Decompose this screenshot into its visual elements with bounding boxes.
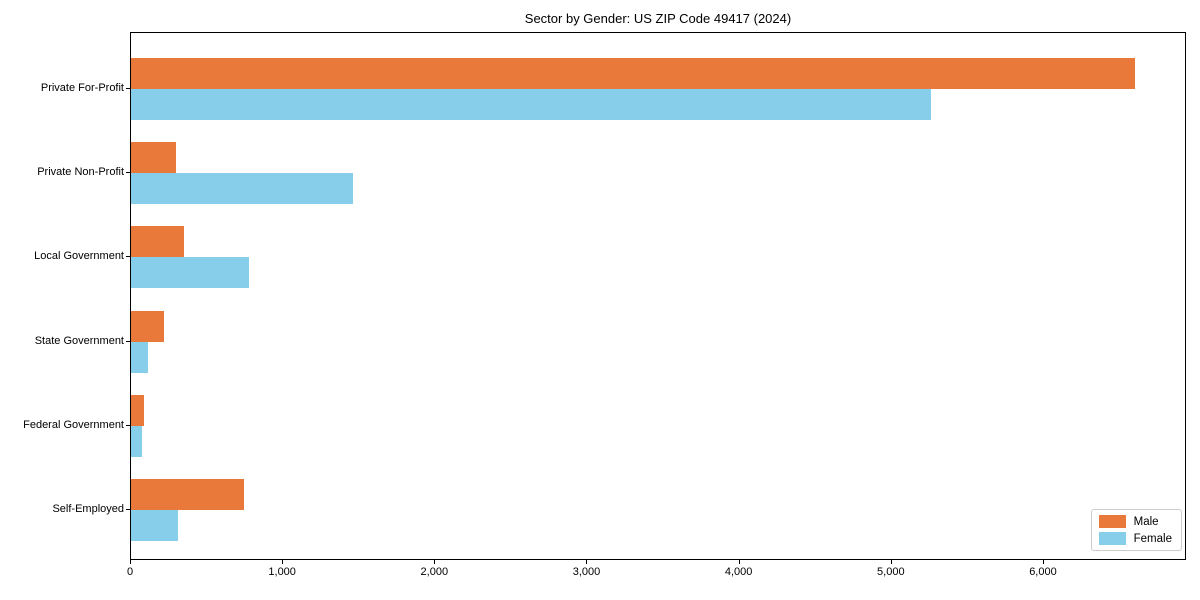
legend-swatch-female [1098,532,1126,545]
y-tick-mark-0 [126,88,130,89]
bar-female-1 [131,173,354,205]
bar-male-3 [131,310,164,342]
y-tick-mark-5 [126,509,130,510]
bar-female-4 [131,425,142,457]
y-tick-label-3: State Government [34,334,124,347]
x-tick-label-6: 6,000 [1029,566,1057,578]
bar-male-0 [131,58,1135,89]
x-tick-label-0: 0 [126,566,134,578]
y-tick-mark-2 [126,256,130,258]
x-tick-mark-0 [130,560,131,564]
y-tick-mark-1 [126,172,130,174]
legend-entry-female: Female [1098,532,1172,545]
bar-female-2 [131,257,250,289]
bar-female-3 [131,341,148,373]
chart-title: Sector by Gender: US ZIP Code 49417 (202… [524,11,792,26]
y-tick-mark-3 [126,340,130,342]
bar-female-0 [131,89,931,120]
y-tick-label-1: Private Non-Profit [37,166,124,179]
x-tick-label-1: 1,000 [268,566,296,578]
legend-entry-male: Male [1098,515,1172,528]
legend: Male Female [1090,509,1182,551]
legend-swatch-male [1098,515,1126,528]
x-tick-label-3: 3,000 [572,566,601,578]
bar-female-5 [131,510,179,541]
plot-area [130,32,1186,560]
x-tick-mark-4 [738,560,740,564]
legend-label-female: Female [1133,532,1172,545]
x-tick-mark-3 [586,560,588,564]
x-tick-mark-5 [890,560,892,564]
y-tick-label-5: Self-Employed [52,503,124,515]
bar-male-4 [131,394,144,426]
bar-male-2 [131,226,185,258]
x-tick-label-5: 5,000 [877,566,905,578]
x-tick-mark-1 [282,560,284,564]
x-tick-mark-2 [434,560,436,564]
y-tick-label-2: Local Government [34,250,124,263]
bar-male-5 [131,479,245,510]
x-tick-label-4: 4,000 [724,566,753,578]
y-tick-label-0: Private For-Profit [40,82,124,94]
y-tick-label-4: Federal Government [23,418,124,431]
y-tick-mark-4 [126,424,130,426]
x-tick-label-2: 2,000 [420,566,449,578]
bar-male-1 [131,142,176,174]
x-tick-mark-6 [1042,560,1044,564]
legend-label-male: Male [1133,515,1159,528]
